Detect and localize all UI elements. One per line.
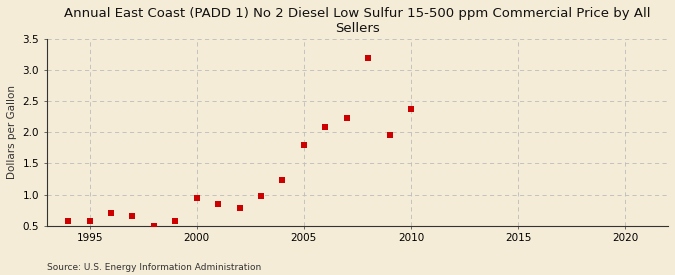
Point bbox=[298, 143, 309, 148]
Point bbox=[362, 55, 373, 60]
Point bbox=[342, 116, 352, 120]
Point bbox=[406, 107, 416, 111]
Point bbox=[277, 177, 288, 182]
Point bbox=[256, 194, 267, 199]
Point bbox=[127, 214, 138, 219]
Point bbox=[191, 196, 202, 200]
Y-axis label: Dollars per Gallon: Dollars per Gallon bbox=[7, 85, 17, 179]
Point bbox=[63, 218, 74, 223]
Point bbox=[384, 133, 395, 138]
Point bbox=[84, 218, 95, 223]
Title: Annual East Coast (PADD 1) No 2 Diesel Low Sulfur 15-500 ppm Commercial Price by: Annual East Coast (PADD 1) No 2 Diesel L… bbox=[64, 7, 651, 35]
Text: Source: U.S. Energy Information Administration: Source: U.S. Energy Information Administ… bbox=[47, 263, 261, 272]
Point bbox=[148, 224, 159, 228]
Point bbox=[105, 210, 116, 215]
Point bbox=[320, 125, 331, 129]
Point bbox=[170, 218, 181, 223]
Point bbox=[213, 202, 223, 207]
Point bbox=[234, 206, 245, 210]
